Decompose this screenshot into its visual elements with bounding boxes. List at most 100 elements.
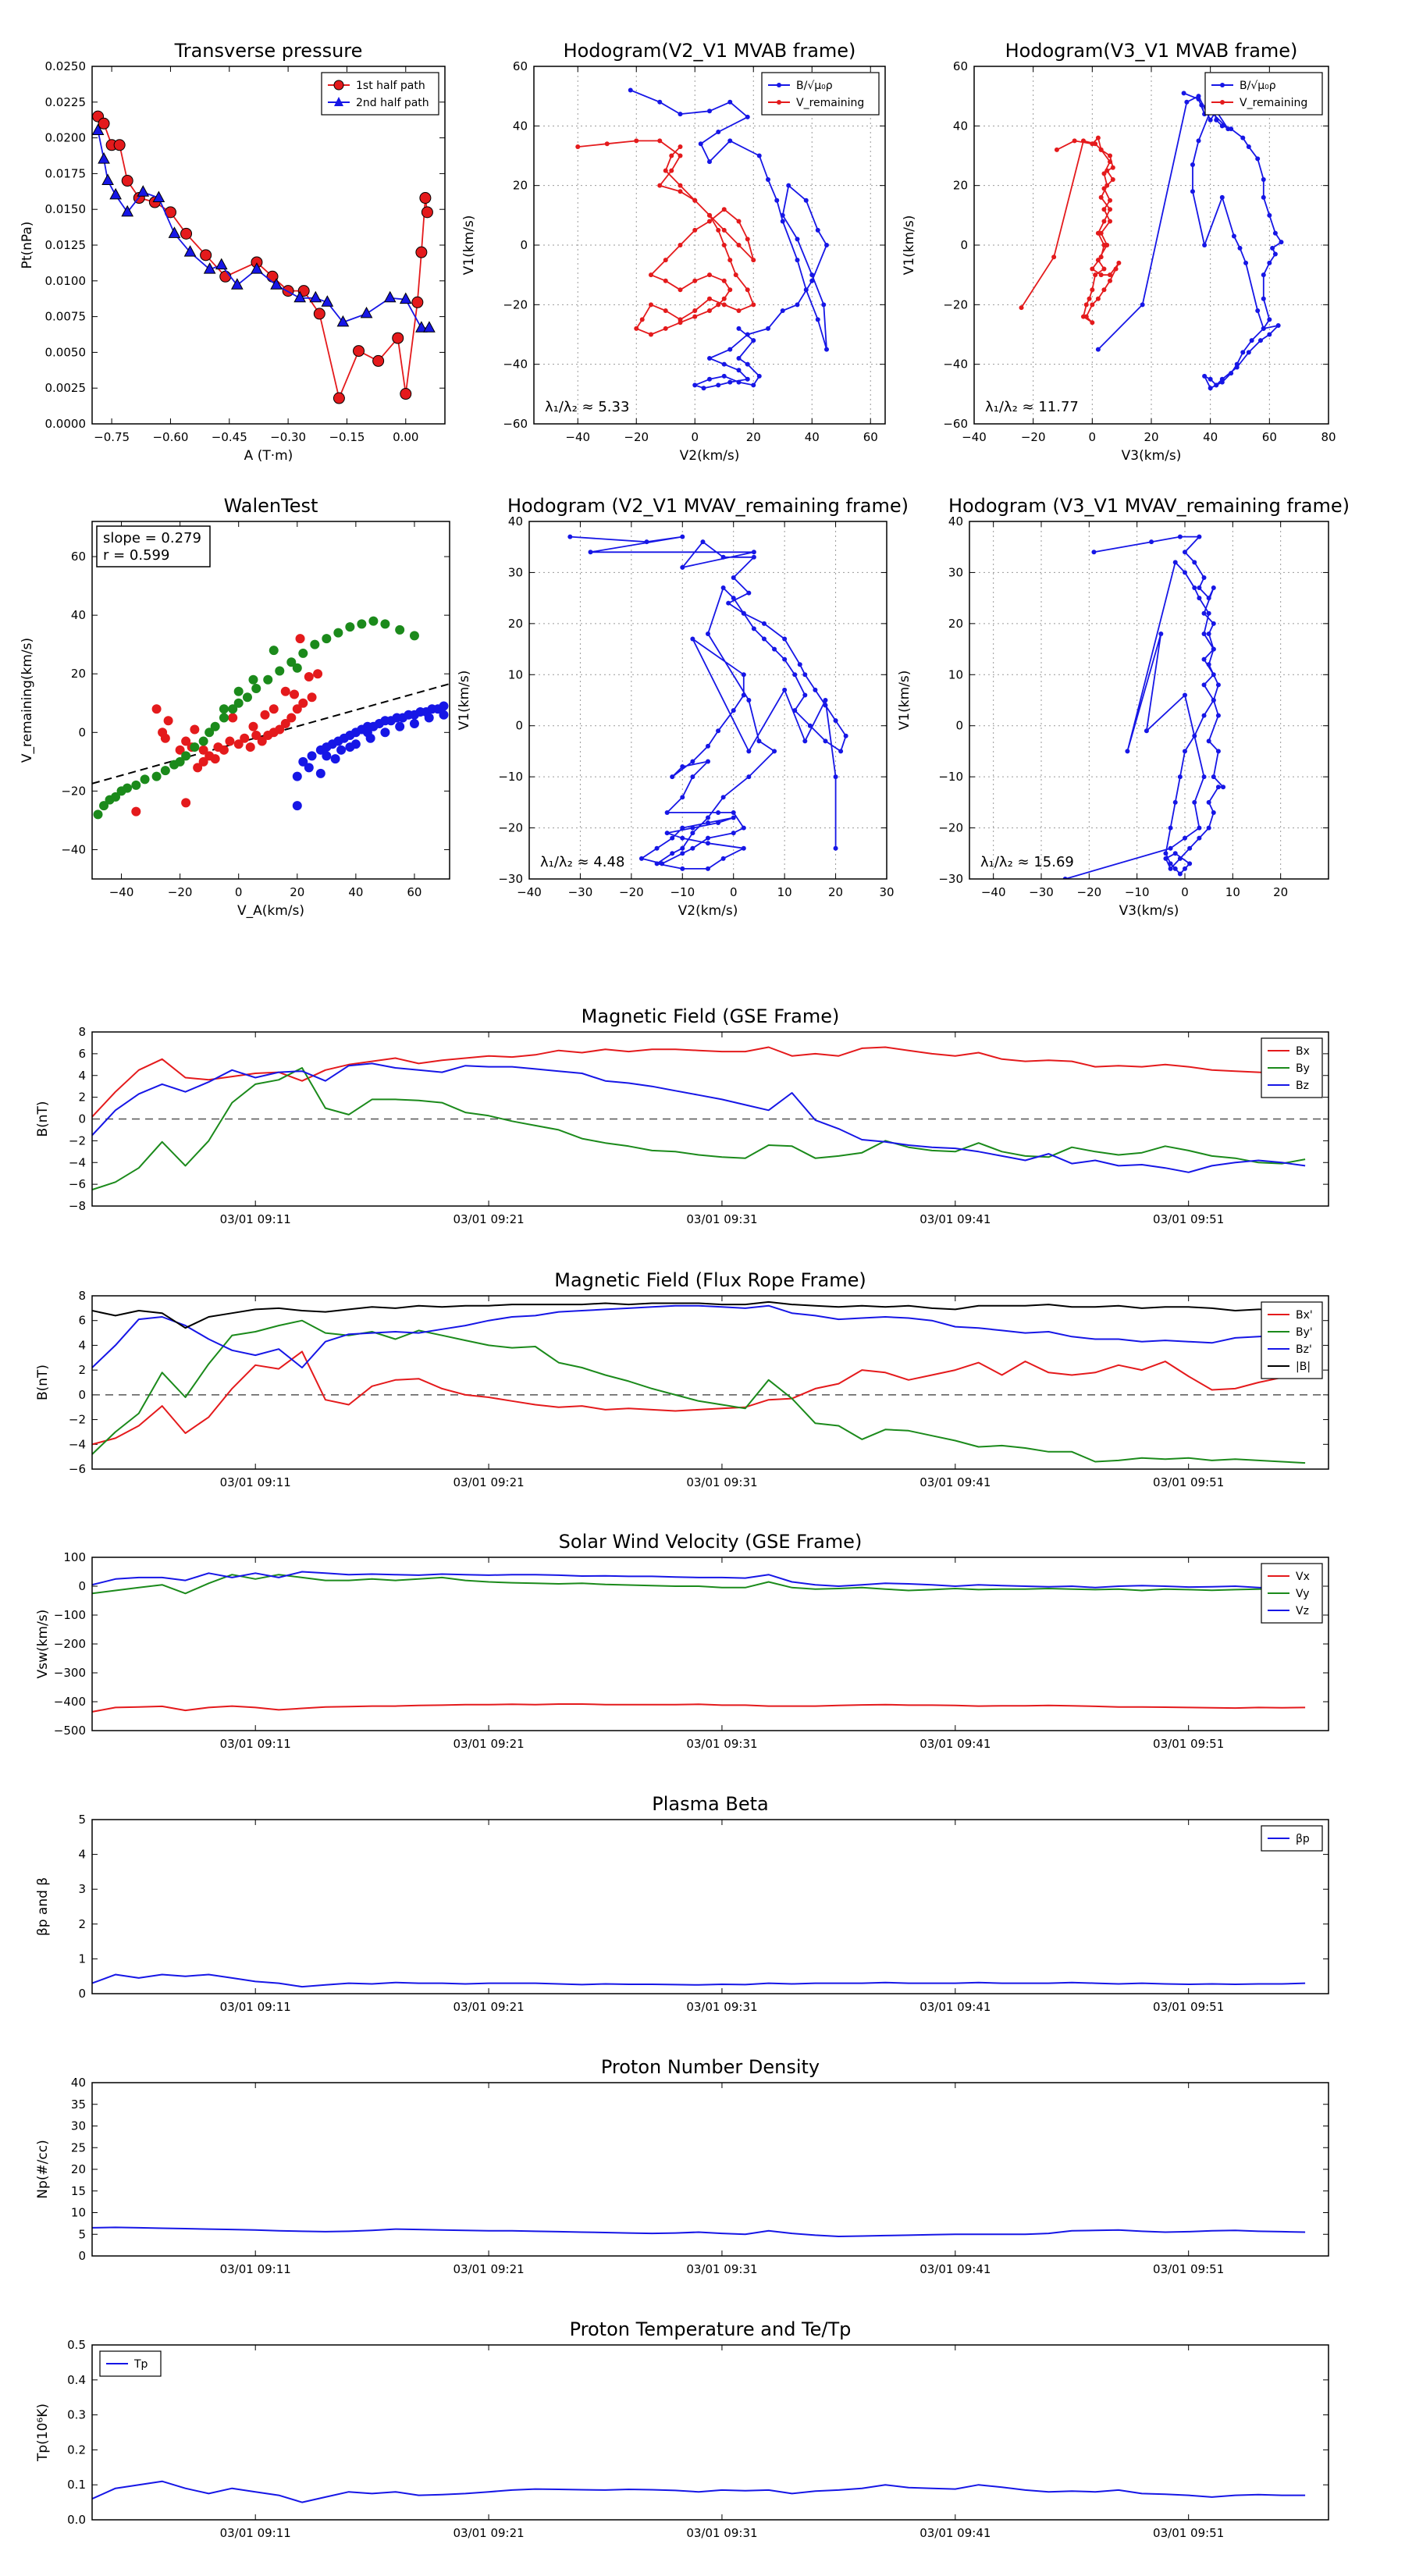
y-tick-label: 10 [508,667,523,681]
series-1st-half-path-point [313,308,325,320]
series-b--point [803,197,809,203]
series-1-point [782,656,788,662]
y-tick-label: 0.0200 [45,131,87,145]
y-tick-label: −20 [503,297,528,311]
series-v-remaining-point [678,320,683,326]
series-b--point [1261,194,1266,200]
series-v-remaining-point [745,287,750,293]
y-tick-label: 40 [508,514,523,528]
series-v-remaining-point [1090,320,1095,326]
series-b--point [1219,376,1225,382]
series-v-remaining-point [678,144,683,150]
series-3-point [395,721,405,731]
series-v-remaining-point [707,219,712,224]
series-1-point [833,845,838,851]
legend-label: Bx [1296,1045,1310,1058]
chart-tp2: Proton Temperature and Te/Tp 03/01 09:11 0… [35,2318,1329,2540]
series-v-remaining-point [1098,254,1104,260]
series-2nd-half-path-point [251,262,263,274]
series-b--point [721,373,727,379]
y-tick-label: 0.0150 [45,202,87,216]
y-tick-label: 0 [78,1987,86,2001]
y-tick-label: −300 [54,1666,86,1680]
series-b--point [1196,138,1201,144]
series-2-point [151,771,162,781]
series--p-line [92,1973,1306,1988]
x-axis-label: V3(km/s) [1122,448,1182,464]
series-b--point [1208,117,1213,123]
series-b--point [1246,144,1251,150]
plot-area [92,1973,1306,1988]
legend: Vx Vy Vz [1261,1563,1323,1624]
legend: Tp [99,2350,162,2377]
chart-title: Hodogram (V2_V1 MVAV_remaining frame) [507,495,909,517]
chart-h3: Hodogram (V2_V1 MVAV_remaining frame) −40… [457,495,909,919]
y-tick-label: 60 [71,550,86,564]
x-axis-label: V_A(km/s) [237,903,304,919]
series-1-point [761,636,767,642]
series-1-point [782,636,788,642]
series-v-remaining-point [1110,165,1115,170]
x-tick-label: 40 [1203,430,1218,444]
series-1-point [1172,560,1178,565]
axes-frame [91,1031,1329,1207]
series-b--point [1275,323,1281,329]
series-v-remaining-point [1104,183,1110,188]
chart-np: Proton Number Density 03/01 09:11 03/01 09… [35,2056,1329,2276]
series-b--point [1140,302,1145,308]
series-b--point [1240,350,1246,355]
series-1-point [792,708,798,713]
y-tick-label: −100 [54,1608,86,1622]
series-v-remaining-point [663,168,668,173]
y-tick-label: 0 [78,1112,86,1126]
series-2nd-half-path-point [101,173,114,186]
series-b--point [745,376,750,382]
series-b--point [1202,373,1208,379]
y-tick-label: −4 [69,1155,86,1169]
series-1-point [690,825,695,831]
chart-title: Solar Wind Velocity (GSE Frame) [559,1531,863,1553]
series-v-remaining-point [721,302,727,308]
series-2-point [298,648,308,658]
series-2-point [111,792,121,802]
series-1-point [741,845,746,851]
series-1-point [1125,749,1130,754]
x-tick-label: −20 [168,885,193,899]
series-1-point [1197,585,1202,591]
x-tick-label: 03/01 09:51 [1153,1212,1224,1226]
series-3-point [322,751,332,761]
legend-label: Tp [133,2358,148,2371]
series-v-remaining-point [1108,153,1113,158]
series-1-point [275,724,285,735]
series-v-remaining-point [1090,302,1095,308]
y-tick-label: 2 [78,1091,86,1105]
series-1-point [567,534,573,539]
series-1st-half-path-point [419,192,432,205]
y-tick-label: 0.0125 [45,238,87,252]
series-v-remaining-point [678,183,683,188]
series-1-point [700,539,706,545]
y-tick-label: 0.0075 [45,310,87,324]
axes-frame [973,66,1329,425]
series-1-point [664,831,670,836]
series-2-point [131,780,141,790]
series-3-point [424,713,434,723]
series-1-point [660,861,665,866]
series-1st-half-path-point [353,345,365,358]
y-tick-label: 0 [78,2249,86,2263]
plot-area [1062,534,1226,879]
x-tick-label: 03/01 09:41 [919,2000,991,2014]
series-1-point [690,845,695,851]
series-2-point [228,704,238,714]
series--b--line [92,1300,1306,1329]
legend-label: 1st half path [356,80,425,92]
series-2-point [275,666,285,676]
series-1-point [290,689,300,699]
y-tick-label: −20 [938,821,963,835]
series-3-point [336,745,347,755]
series-1-point [751,554,756,560]
series-1-point [1192,560,1197,565]
legend-label: By [1296,1062,1310,1075]
series-1-point [1211,672,1216,678]
series-v-remaining-point [727,258,733,263]
